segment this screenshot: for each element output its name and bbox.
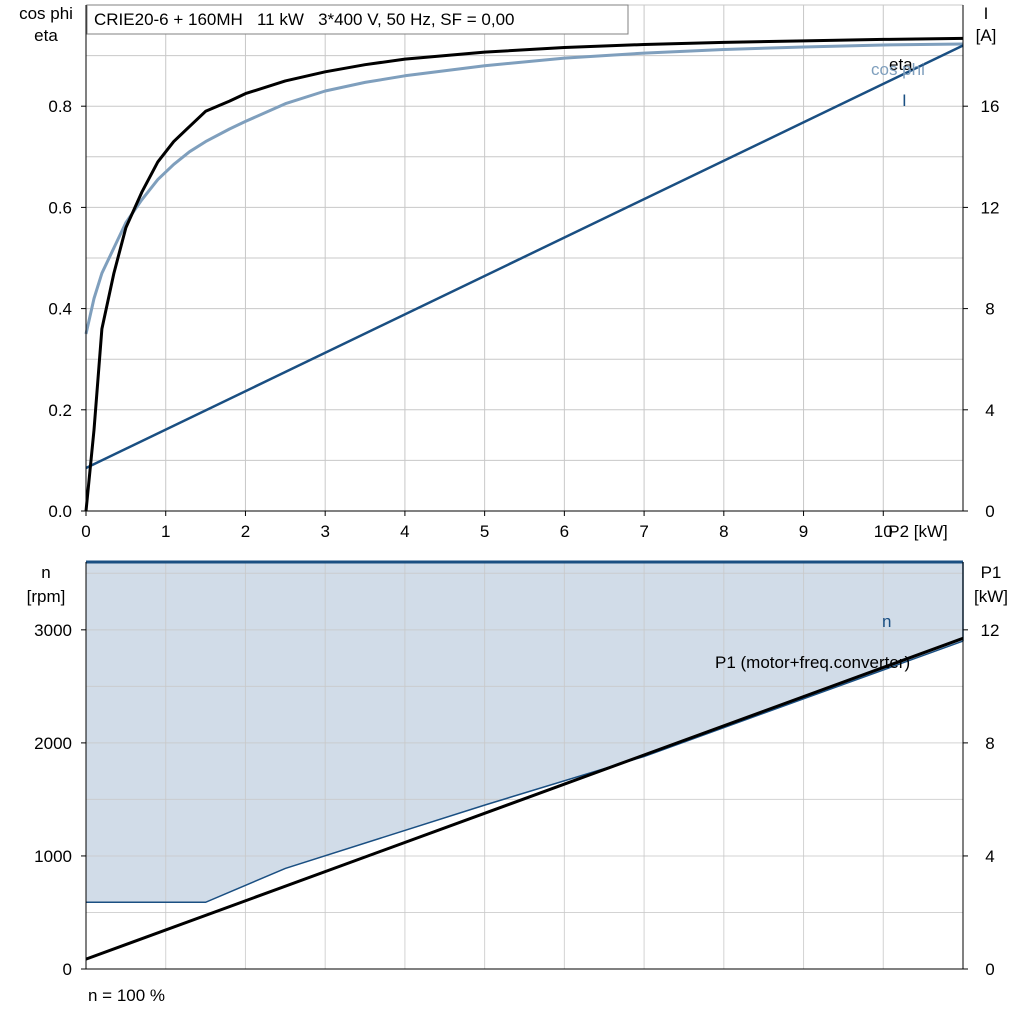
top-y-right-tick-label: 0: [985, 502, 994, 521]
bottom-y-left-label-1: n: [41, 563, 50, 582]
top-x-tick-label: 3: [320, 522, 329, 541]
series-eta: [84, 36, 964, 512]
label-P1: P1 (motor+freq.converter): [715, 653, 910, 672]
label-I: I: [902, 91, 907, 110]
series-n-min-boundary: [86, 640, 964, 904]
top-y-left-tick-label: 0.6: [48, 198, 72, 217]
top-y-right-label-2: [A]: [976, 26, 997, 45]
bottom-y-left-ticks: 0 1000 2000 3000: [34, 621, 86, 979]
series-p1: [85, 636, 964, 961]
top-y-right-ticks: 0 4 8 12 16: [963, 97, 999, 521]
bottom-y-right-label-1: P1: [981, 563, 1002, 582]
top-y-right-label-1: I: [984, 4, 989, 23]
top-y-left-label-1: cos phi: [19, 4, 73, 23]
top-x-tick-label: 2: [241, 522, 250, 541]
top-y-right-tick-label: 4: [985, 401, 994, 420]
bottom-y-left-label-2: [rpm]: [27, 587, 66, 606]
top-y-right-tick-label: 12: [981, 198, 1000, 217]
bottom-y-right-label-2: [kW]: [974, 587, 1008, 606]
series-cos-phi: [84, 42, 964, 335]
bottom-y-right-tick-label: 4: [985, 847, 994, 866]
top-y-left-label-2: eta: [34, 26, 58, 45]
bottom-series: [85, 560, 964, 961]
bottom-y-left-tick-label: 1000: [34, 847, 72, 866]
bottom-y-right-tick-label: 8: [985, 734, 994, 753]
top-x-tick-label: 0: [81, 522, 90, 541]
bottom-y-left-tick-label: 0: [63, 960, 72, 979]
top-x-ticks: 0 1 2 3 4 5 6 7 8 9 10: [81, 511, 893, 541]
label-n: n: [882, 612, 891, 631]
title-text: CRIE20-6 + 160MH 11 kW 3*400 V, 50 Hz, S…: [94, 10, 515, 29]
top-y-left-tick-label: 0.8: [48, 97, 72, 116]
top-x-tick-label: 10: [874, 522, 893, 541]
top-y-right-tick-label: 8: [985, 300, 994, 319]
label-cos-phi: cos phi: [871, 60, 925, 79]
top-y-right-tick-label: 16: [981, 97, 1000, 116]
top-x-tick-label: 6: [560, 522, 569, 541]
top-x-tick-label: 9: [799, 522, 808, 541]
bottom-y-right-tick-label: 12: [981, 621, 1000, 640]
bottom-y-left-tick-label: 3000: [34, 621, 72, 640]
top-y-left-tick-label: 0.2: [48, 401, 72, 420]
bottom-panel: 0 1000 2000 3000 0 4 8 12 n [rpm] P1 [kW] n P1…: [27, 560, 1008, 1005]
top-x-tick-label: 5: [480, 522, 489, 541]
top-x-axis-label: P2 [kW]: [888, 522, 948, 541]
series-i: [85, 44, 964, 470]
top-x-tick-label: 1: [161, 522, 170, 541]
top-x-tick-label: 8: [719, 522, 728, 541]
top-y-left-tick-label: 0.4: [48, 300, 72, 319]
bottom-fill: [86, 562, 963, 903]
bottom-y-right-ticks: 0 4 8 12: [963, 621, 999, 979]
operating-range-fill: [86, 562, 963, 903]
top-series: [84, 36, 964, 512]
label-eta: eta: [889, 55, 913, 74]
top-y-left-ticks: 0.0 0.2 0.4 0.6 0.8: [48, 97, 86, 521]
bottom-y-left-tick-label: 2000: [34, 734, 72, 753]
top-y-left-tick-label: 0.0: [48, 502, 72, 521]
bottom-y-right-tick-label: 0: [985, 960, 994, 979]
title-box: [86, 4, 629, 35]
top-x-tick-label: 7: [639, 522, 648, 541]
footer-note: n = 100 %: [88, 986, 165, 1005]
top-x-tick-label: 4: [400, 522, 409, 541]
